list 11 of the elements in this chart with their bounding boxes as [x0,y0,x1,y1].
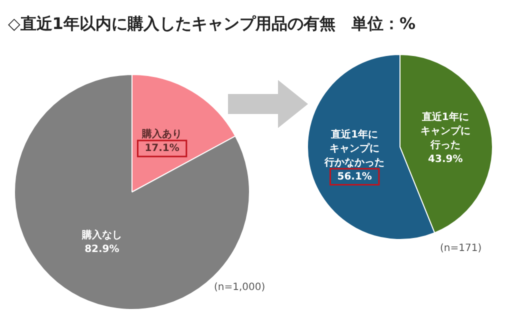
data-label: 56.1% [337,171,372,182]
slice-label: 購入あり [141,128,182,140]
data-label: 43.9% [428,154,463,165]
slice-label: 直近1年にキャンプに行った [420,110,470,151]
data-label: 17.1% [144,143,180,154]
slice-label: 購入なし [80,229,122,242]
text: (n=1,000) [214,282,266,293]
text: (n=171) [440,243,482,254]
data-label: 82.9% [84,244,120,256]
slice-label: 直近1年にキャンプに行かなかった [324,128,385,168]
chart-title: ◇直近1年以内に購入したキャンプ用品の有無 単位：% [8,14,416,35]
